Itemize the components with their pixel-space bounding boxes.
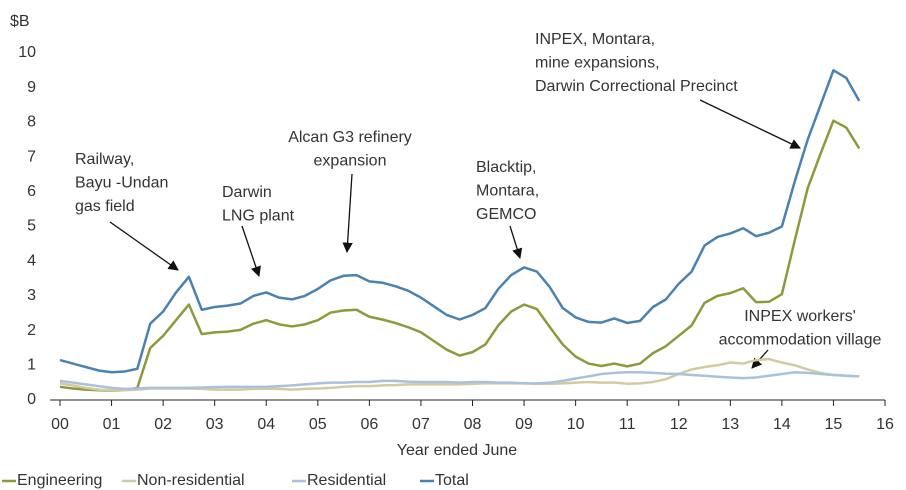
- annotation: Alcan G3 refinery: [288, 129, 412, 146]
- series-line: [59, 370, 860, 391]
- y-tick-label: 3: [27, 287, 36, 304]
- annotation: Railway,: [75, 151, 134, 168]
- x-tick-label: 06: [360, 416, 378, 433]
- annotation: Darwin Correctional Precinct: [535, 78, 738, 95]
- x-tick-label: 04: [257, 416, 275, 433]
- y-tick-label: 5: [27, 218, 36, 235]
- annotation: gas field: [75, 198, 135, 215]
- legend-label: Engineering: [17, 472, 102, 489]
- legend-label: Non-residential: [137, 472, 245, 489]
- annotation: LNG plant: [222, 208, 295, 225]
- x-tick-label: 01: [103, 416, 121, 433]
- arrow: [699, 99, 801, 149]
- annotation: GEMCO: [476, 206, 536, 223]
- x-tick-label: 13: [721, 416, 739, 433]
- x-tick-label: 15: [825, 416, 843, 433]
- legend-label: Residential: [307, 472, 386, 489]
- series-line: [59, 357, 860, 392]
- y-tick-label: 4: [27, 252, 36, 269]
- annotation: accommodation village: [719, 332, 882, 349]
- y-tick-label: 9: [27, 79, 36, 96]
- x-tick-label: 10: [567, 416, 585, 433]
- y-tick-label: 8: [27, 114, 36, 131]
- arrow: [109, 221, 179, 271]
- arrow: [241, 225, 261, 277]
- x-axis-label: Year ended June: [397, 442, 518, 459]
- x-tick-label: 09: [515, 416, 533, 433]
- y-tick-label: 1: [27, 357, 36, 374]
- x-tick-label: 12: [670, 416, 688, 433]
- x-tick-label: 07: [412, 416, 430, 433]
- x-tick-label: 05: [309, 416, 327, 433]
- x-tick-label: 02: [154, 416, 172, 433]
- legend-label: Total: [435, 472, 469, 489]
- y-tick-label: 0: [27, 391, 36, 408]
- annotation: INPEX, Montara,: [535, 31, 655, 48]
- y-tick-label: 7: [27, 148, 36, 165]
- x-tick-label: 08: [464, 416, 482, 433]
- annotation: Montara,: [476, 183, 539, 200]
- series-line: [59, 119, 861, 392]
- y-tick-label: 2: [27, 322, 36, 339]
- x-tick-label: 14: [773, 416, 791, 433]
- annotation: mine expansions,: [535, 55, 660, 72]
- series-line: [59, 69, 861, 374]
- arrow: [342, 173, 353, 254]
- annotation: Bayu -Undan: [75, 175, 168, 192]
- x-tick-label: 11: [619, 416, 636, 433]
- annotation: Darwin: [222, 184, 272, 201]
- annotation: Blacktip,: [476, 159, 536, 176]
- x-tick-label: 16: [876, 416, 894, 433]
- annotation: INPEX workers': [744, 308, 856, 325]
- arrow: [509, 225, 523, 259]
- arrows: [109, 99, 801, 369]
- x-tick-label: 00: [51, 416, 69, 433]
- y-tick-label: 6: [27, 183, 36, 200]
- x-tick-label: 03: [206, 416, 224, 433]
- y-axis-label: $B: [10, 13, 30, 30]
- y-tick-label: 10: [18, 44, 36, 61]
- annotation: expansion: [314, 153, 387, 170]
